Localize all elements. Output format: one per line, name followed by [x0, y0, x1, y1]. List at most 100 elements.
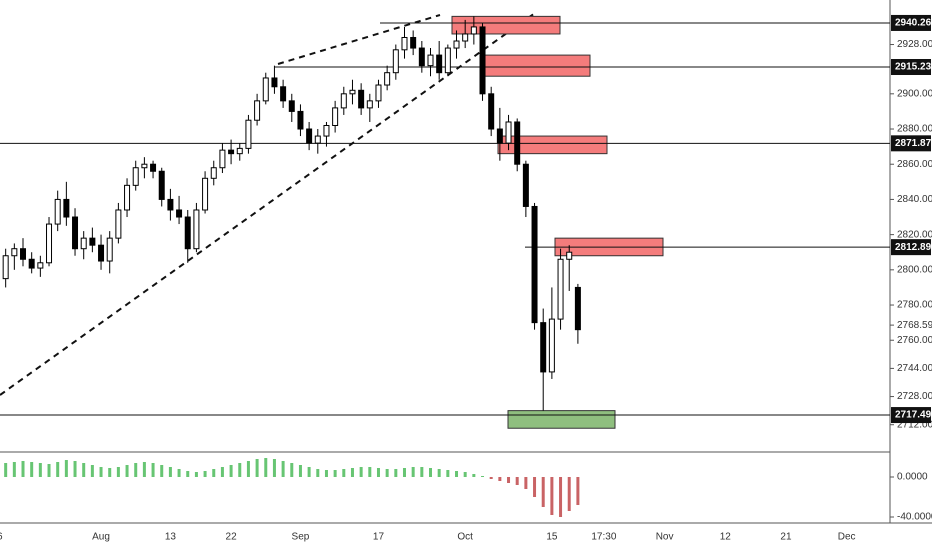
oscillator-bar [90, 465, 94, 477]
y-tick-label: 2840.00 [897, 194, 932, 205]
oscillator-bar [99, 467, 103, 477]
oscillator-bar [125, 465, 129, 477]
y-tick-label: 2880.00 [897, 124, 932, 135]
oscillator-bar [576, 477, 580, 505]
y-tick-label: 2900.00 [897, 88, 932, 99]
candle-body [184, 216, 191, 250]
oscillator-bar [489, 477, 493, 479]
oscillator-bar [481, 476, 485, 477]
candle-body [470, 26, 477, 35]
candle-body [323, 124, 330, 137]
oscillator-bar [307, 467, 311, 477]
level-label: 2812.89 [895, 242, 932, 253]
candle-body [193, 209, 200, 250]
y2-tick-label: -40.0000 [897, 512, 932, 523]
oscillator-bar [385, 469, 389, 477]
candle-body [358, 89, 365, 109]
x-tick-label: 15 [546, 532, 558, 543]
oscillator-bar [272, 459, 276, 477]
candle-body [548, 318, 555, 373]
candle-body [401, 36, 408, 51]
candle-body [557, 258, 564, 320]
candle-body [514, 121, 521, 165]
candle-body [141, 163, 148, 169]
level-label: 2871.87 [895, 138, 932, 149]
x-tick-label: Nov [656, 532, 674, 543]
oscillator-bar [515, 477, 519, 485]
level-label-box [891, 14, 931, 31]
y-tick-label: 2928.00 [897, 39, 932, 50]
candle-body [158, 170, 165, 200]
y-tick-label: 2712.00 [897, 419, 932, 430]
candle-body [115, 209, 122, 239]
oscillator-bar [47, 464, 51, 477]
candle-body [236, 147, 243, 155]
x-tick-label: Dec [838, 532, 856, 543]
candle-body [176, 209, 183, 218]
zone [451, 15, 561, 35]
oscillator-bar [429, 468, 432, 477]
oscillator-bar [463, 472, 467, 477]
x-tick-label: Oct [457, 532, 473, 543]
oscillator-bar [194, 472, 198, 477]
candle-body [332, 107, 339, 126]
candle-body [531, 205, 538, 324]
y-tick-label: 2744.00 [897, 363, 932, 374]
level-label-box [891, 59, 931, 76]
oscillator-bar [177, 469, 181, 477]
candle-body [228, 149, 235, 155]
oscillator-bar [73, 461, 77, 477]
x-tick-label: Aug [92, 532, 110, 543]
candle-body [366, 100, 373, 109]
oscillator-bar [368, 467, 372, 477]
oscillator-bar [298, 465, 302, 477]
candle-body [314, 135, 321, 144]
oscillator-bar [264, 458, 268, 477]
y2-tick-label: 0.0000 [897, 472, 928, 483]
candle-body [254, 100, 261, 121]
oscillator-bar [82, 463, 86, 477]
oscillator-bar [186, 471, 190, 477]
candle-body [574, 286, 581, 331]
oscillator-bar [21, 461, 25, 477]
oscillator-bar [533, 477, 537, 497]
level-label: 2717.49 [895, 410, 932, 421]
x-tick-label: 6 [0, 532, 3, 543]
candle-body [418, 47, 425, 67]
zone [481, 54, 591, 77]
level-label: 2915.23 [895, 62, 932, 73]
oscillator-bar [64, 460, 68, 477]
oscillator-bar [550, 477, 554, 515]
x-tick-label: 22 [226, 532, 238, 543]
candle-body [306, 128, 313, 144]
candle-body [262, 77, 269, 102]
candle-body [219, 149, 226, 169]
oscillator-bar [160, 465, 164, 477]
oscillator-bar [507, 477, 511, 483]
oscillator-bar [56, 462, 60, 477]
oscillator-bar [567, 477, 571, 511]
y-tick-label: 2800.00 [897, 264, 932, 275]
oscillator-bar [524, 477, 528, 489]
candle-body [271, 77, 278, 88]
candle-body [167, 198, 174, 211]
x-tick-label: 12 [720, 532, 732, 543]
oscillator-bar [4, 463, 8, 477]
oscillator-bar [541, 477, 545, 507]
candle-body [202, 177, 209, 211]
oscillator-bar [38, 463, 42, 477]
oscillator-bar [402, 468, 406, 477]
candle-body [384, 72, 391, 86]
candle-body [20, 248, 27, 260]
oscillator-bar [255, 459, 259, 477]
oscillator-bar [376, 468, 380, 477]
candle-body [436, 54, 443, 74]
candle-body [349, 89, 356, 95]
oscillator-bar [238, 463, 242, 477]
y-tick-label: 2860.00 [897, 159, 932, 170]
oscillator-bar [350, 468, 354, 477]
candle-body [54, 198, 61, 225]
x-tick-label: 17 [373, 532, 385, 543]
